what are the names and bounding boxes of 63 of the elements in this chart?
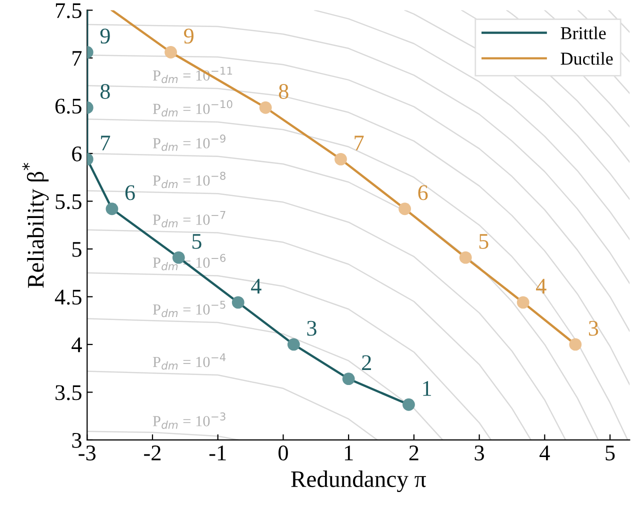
x-tick-label: 3 — [474, 446, 484, 460]
y-tick-label: 5.5 — [56, 194, 82, 210]
point — [232, 296, 244, 309]
annotation: 5 — [479, 234, 488, 249]
point — [569, 338, 582, 351]
annotation: 7 — [101, 136, 110, 150]
annotation: 6 — [125, 185, 135, 200]
y-tick-label: 3 — [72, 432, 82, 448]
point — [259, 101, 272, 114]
x-tick-label: 0 — [278, 445, 288, 460]
annotation: P$_{dm}$ = 10$^{−5}$ — [152, 300, 226, 318]
annotation: P$_{dm}$ = 10$^{−4}$ — [152, 353, 226, 370]
point — [459, 251, 472, 264]
y-tick-label: 6 — [72, 146, 82, 162]
line-series — [87, 318, 444, 440]
annotation: 5 — [192, 234, 202, 249]
line-series — [87, 229, 532, 440]
annotation: 9 — [100, 28, 110, 44]
point — [516, 296, 530, 309]
annotation: P$_{dm}$ = 10$^{−10}$ — [152, 100, 232, 117]
x-tick-label: -1 — [209, 446, 226, 460]
x-tick-label: -3 — [78, 446, 96, 460]
point — [402, 398, 415, 411]
point — [287, 338, 300, 351]
x-axis-title: Redundancy π — [291, 470, 426, 492]
annotation: 4 — [251, 278, 262, 294]
x-tick-label: 4 — [540, 446, 550, 460]
point — [106, 202, 118, 216]
line-series — [87, 430, 240, 440]
legend-label: Ductile — [560, 52, 613, 65]
y-tick-label: 4.5 — [54, 290, 82, 305]
point — [342, 372, 355, 386]
annotation: P$_{dm}$ = 10$^{−3}$ — [152, 412, 226, 429]
annotation: 9 — [184, 28, 194, 44]
annotation: 8 — [278, 84, 288, 99]
annotation: 3 — [588, 320, 598, 336]
x-tick-label: 5 — [606, 446, 615, 460]
annotation: 8 — [100, 84, 110, 99]
y-tick-label: 6.5 — [55, 98, 82, 114]
annotation: 6 — [418, 185, 428, 200]
legend-label: Brittle — [560, 26, 606, 40]
point — [164, 46, 178, 58]
annotation: 3 — [307, 320, 316, 336]
annotation: 1 — [423, 381, 431, 396]
y-tick-label: 7.5 — [56, 3, 82, 18]
x-tick-label: 1 — [344, 446, 353, 460]
y-tick-label: 5 — [72, 242, 82, 257]
annotation: 7 — [354, 136, 364, 150]
x-tick-label: 2 — [409, 446, 418, 460]
y-axis-title: Reliability β$^{*}$ — [22, 162, 49, 288]
y-tick-label: 7 — [72, 51, 82, 66]
x-tick-label: -2 — [144, 446, 161, 460]
point — [334, 152, 347, 166]
point — [398, 202, 412, 216]
annotation: P$_{dm}$ = 10$^{−8}$ — [152, 172, 226, 188]
line-series — [87, 272, 492, 440]
annotation: P$_{dm}$ = 10$^{−7}$ — [152, 211, 226, 228]
annotation: P$_{dm}$ = 10$^{−9}$ — [152, 134, 226, 151]
y-tick-label: 4 — [72, 338, 82, 352]
annotation: 2 — [362, 355, 371, 370]
line-series — [87, 370, 378, 440]
y-tick-label: 3.5 — [56, 385, 82, 400]
annotation: 4 — [536, 278, 546, 294]
